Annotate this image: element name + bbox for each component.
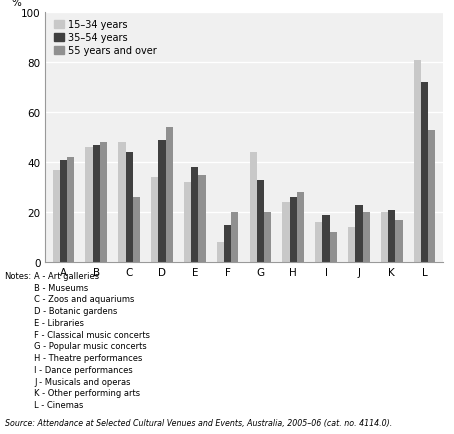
Bar: [158, 140, 166, 263]
Text: E - Libraries: E - Libraries: [34, 318, 84, 327]
Text: L - Cinemas: L - Cinemas: [34, 400, 84, 409]
Text: H - Theatre performances: H - Theatre performances: [34, 353, 143, 362]
Bar: [217, 243, 224, 263]
Bar: [60, 160, 67, 263]
Bar: [133, 198, 140, 263]
Bar: [414, 60, 421, 263]
Text: K - Other performing arts: K - Other performing arts: [34, 388, 140, 398]
Bar: [224, 225, 231, 263]
Bar: [315, 223, 322, 263]
Text: A - Art galleries: A - Art galleries: [34, 271, 99, 280]
Bar: [85, 148, 93, 263]
Text: J - Musicals and operas: J - Musicals and operas: [34, 377, 131, 386]
Text: Source: Attendance at Selected Cultural Venues and Events, Australia, 2005–06 (c: Source: Attendance at Selected Cultural …: [5, 418, 392, 427]
Bar: [100, 143, 107, 263]
Bar: [395, 220, 403, 263]
Bar: [250, 153, 257, 263]
Bar: [231, 213, 238, 263]
Text: Notes:: Notes:: [5, 271, 32, 280]
Text: I - Dance performances: I - Dance performances: [34, 365, 133, 374]
Text: B - Museums: B - Museums: [34, 283, 88, 292]
Bar: [125, 153, 133, 263]
Text: D - Botanic gardens: D - Botanic gardens: [34, 306, 118, 316]
Bar: [166, 128, 173, 263]
Bar: [330, 233, 337, 263]
Text: G - Popular music concerts: G - Popular music concerts: [34, 342, 147, 351]
Bar: [388, 210, 395, 263]
Bar: [322, 215, 330, 263]
Bar: [67, 158, 74, 263]
Bar: [198, 175, 206, 263]
Bar: [348, 227, 355, 263]
Text: %: %: [12, 0, 21, 8]
Bar: [53, 170, 60, 263]
Bar: [191, 168, 198, 263]
Bar: [93, 145, 100, 263]
Bar: [151, 178, 158, 263]
Bar: [184, 183, 191, 263]
Text: F - Classical music concerts: F - Classical music concerts: [34, 330, 150, 339]
Bar: [282, 203, 290, 263]
Bar: [363, 213, 370, 263]
Bar: [297, 193, 304, 263]
Bar: [257, 180, 264, 263]
Bar: [355, 205, 363, 263]
Bar: [381, 213, 388, 263]
Legend: 15–34 years, 35–54 years, 55 years and over: 15–34 years, 35–54 years, 55 years and o…: [54, 20, 157, 56]
Bar: [118, 143, 125, 263]
Bar: [290, 198, 297, 263]
Bar: [264, 213, 271, 263]
Text: C - Zoos and aquariums: C - Zoos and aquariums: [34, 295, 134, 304]
Bar: [428, 130, 435, 263]
Bar: [421, 83, 428, 263]
